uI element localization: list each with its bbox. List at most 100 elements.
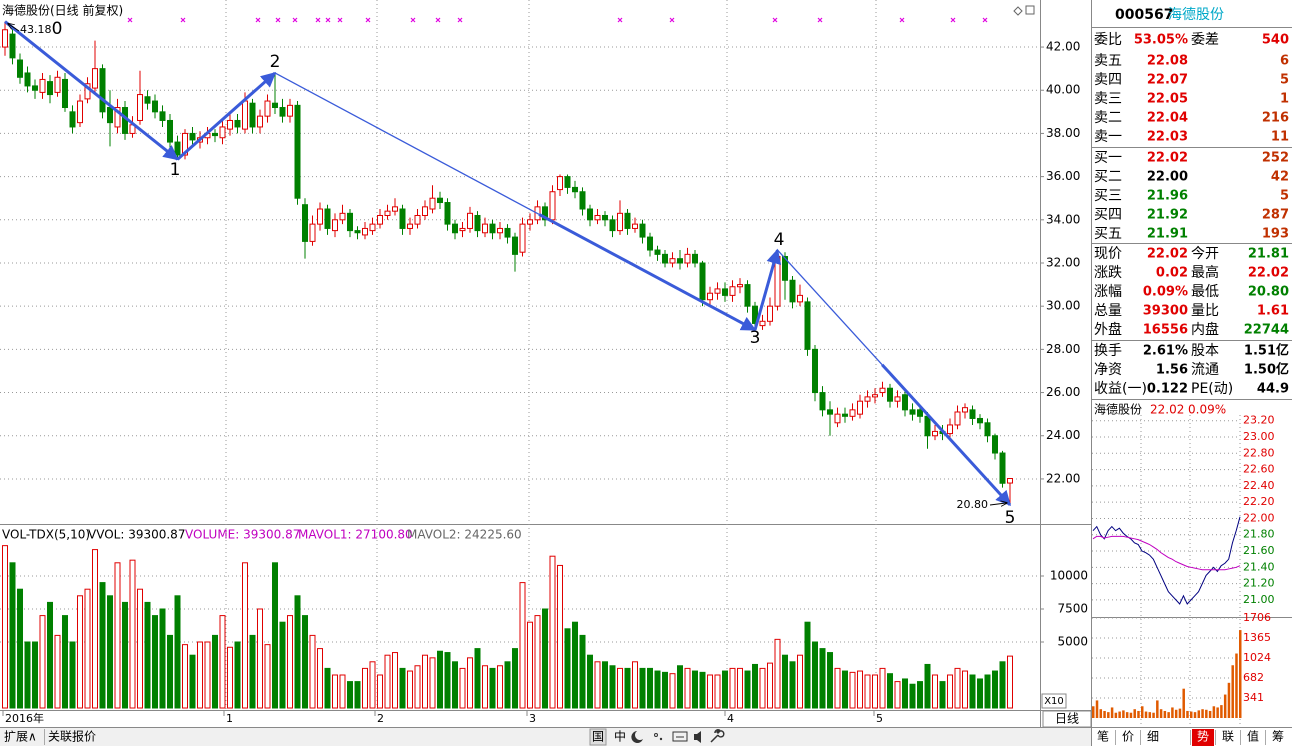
intraday-vol-bar [1118,711,1121,718]
tab[interactable]: 值 [1247,729,1259,744]
buy-price: 21.96 [1147,189,1188,204]
candle-body [557,176,563,191]
candle-body [519,223,526,253]
sell-label: 卖二 [1094,110,1122,126]
intraday-vol-label: 341 [1243,691,1264,704]
intraday-y-label: 21.60 [1243,544,1275,557]
candle-body [234,119,241,128]
volume-bar [962,670,968,709]
candle-body [99,68,106,113]
quote-value: 2.61% [1143,344,1188,359]
x-tick-label: 3 [529,712,536,725]
quote-label: 量比 [1191,303,1219,319]
quote-label: 换手 [1094,342,1122,359]
volume-bar [54,634,61,709]
volume-bar [767,662,773,709]
candle-body [62,78,68,109]
volume-bar [744,670,751,709]
tab[interactable]: 价 [1122,730,1134,744]
bottom-bar [0,728,1091,746]
volume-bar [752,663,758,709]
volume-bar [504,661,511,709]
tab-active [1192,729,1214,746]
volume-bar [789,661,796,709]
volume-bar [737,667,743,709]
quote-label: 总量 [1094,303,1122,319]
toolbar-icon-zh[interactable]: 中 [614,729,626,744]
candle-body [302,204,308,242]
x-tick-label: 1 [226,712,233,725]
info-marker [180,17,186,23]
candle-body [654,249,661,255]
volume-bar [917,681,923,709]
y-tick-label: 32.00 [1046,255,1080,269]
intraday-vol-bar [1144,711,1148,718]
wave-label: 4 [774,230,785,250]
max-label: 43.18 [20,23,52,36]
candle-body [992,435,998,454]
quote-label: 涨跌 [1094,265,1122,281]
quote-value: 1.61 [1257,304,1289,319]
candle-body [999,452,1006,484]
quote-value: 22744 [1244,323,1289,338]
candle-body [54,76,61,93]
intraday-vol-bar [1159,709,1163,718]
quote-value: 0.122 [1147,382,1188,397]
candle-body [842,413,848,417]
intraday-vol-bar [1208,710,1212,718]
candle-body [429,197,436,210]
info-marker [435,17,441,23]
tab[interactable]: 细 [1147,730,1159,744]
quote-label: 股本 [1191,343,1219,359]
tab[interactable]: 笔 [1097,729,1109,744]
sell-label: 卖一 [1094,129,1122,145]
x-tick-label: 2 [377,712,384,725]
volume-bar [324,667,331,709]
vol-y-tick-label: 10000 [1050,568,1088,582]
volume-bar [624,667,631,709]
vvol: VVOL: 39300.87 [88,528,185,542]
period-button[interactable] [1042,710,1092,728]
tab[interactable]: 筹 [1272,730,1284,744]
volume-bar [399,667,406,709]
candle-body [347,212,353,232]
toolbar-related[interactable]: 关联报价 [48,729,96,744]
tab[interactable]: 势 [1197,730,1209,744]
volume-bar [362,667,368,709]
y-tick-label: 36.00 [1046,169,1080,183]
sell-volume: 5 [1280,73,1289,88]
volume-bar [527,621,533,709]
volume-bar [534,615,541,709]
toolbar-icons[interactable] [631,729,725,743]
intraday-vol-bar [1182,688,1185,718]
toolbar-icon-box[interactable] [589,728,607,746]
intraday-vol-bar [1099,709,1103,718]
volume-bar [482,665,488,709]
volume-bar [369,661,376,709]
candle-body [804,301,811,350]
toolbar-expand[interactable]: 扩展∧ [4,730,37,744]
tab[interactable]: 联 [1222,730,1234,744]
quote-value: 540 [1262,33,1289,48]
info-marker [457,17,463,23]
toolbar-icon-guo[interactable]: 国 [592,730,604,744]
candle-body [827,409,833,415]
candle-body [452,223,458,234]
vol-y-tick-label: 7500 [1057,601,1088,615]
intraday-vol-bar [1171,707,1174,718]
intraday-y-label: 21.40 [1243,560,1275,573]
volume-bar [834,667,841,709]
candle-body [549,191,556,221]
volume-bar [444,652,451,709]
info-marker [410,17,416,23]
period-label[interactable]: 日线 [1055,712,1079,726]
candle-body [182,132,188,156]
mavol1: MAVOL1: 27100.80 [298,528,413,542]
candle-body [399,208,406,229]
candle-body [737,284,743,288]
candle-body [977,417,983,424]
volume-bar [759,667,766,709]
candle-body [24,72,31,87]
volume-bar [182,644,188,709]
candle-body [437,197,443,204]
